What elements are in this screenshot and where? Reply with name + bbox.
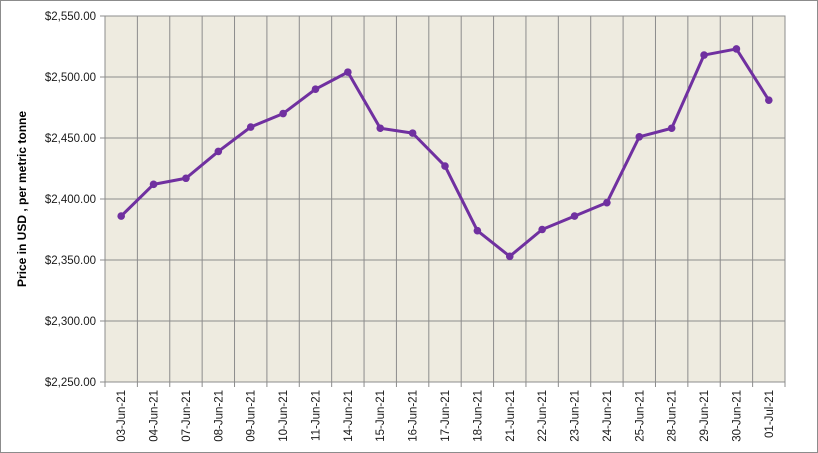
data-point	[149, 180, 158, 189]
x-tick-label: 22-Jun-21	[537, 390, 549, 442]
y-tick-label: $2,250.00	[45, 377, 96, 389]
x-tick-label: 29-Jun-21	[699, 390, 711, 442]
data-point	[441, 162, 449, 170]
data-point	[700, 51, 708, 59]
data-point	[117, 212, 125, 220]
series-markers	[117, 45, 773, 261]
x-tick-label: 01-Jul-21	[764, 390, 776, 438]
y-tick-label: $2,300.00	[45, 316, 96, 328]
x-tick-label: 03-Jun-21	[116, 390, 128, 442]
data-point	[732, 45, 741, 53]
data-point	[376, 124, 385, 133]
y-tick-label: $2,500.00	[45, 72, 96, 84]
data-point	[408, 129, 417, 137]
y-tick-label: $2,450.00	[45, 133, 96, 145]
y-axis-label: Price in USD , per metric tonne	[15, 111, 29, 287]
x-tick-label: 08-Jun-21	[213, 390, 225, 442]
x-tick-label: 21-Jun-21	[505, 390, 517, 442]
data-point	[765, 96, 773, 104]
x-tick-label: 23-Jun-21	[570, 390, 582, 442]
x-tick-label: 17-Jun-21	[440, 390, 452, 442]
x-tick-label: 30-Jun-21	[731, 390, 743, 442]
data-point	[635, 132, 644, 141]
x-axis: 03-Jun-21 04-Jun-21 07-Jun-21 08-Jun-21 09-J…	[116, 390, 776, 442]
y-tick-label: $2,550.00	[45, 11, 96, 23]
x-tick-label: 24-Jun-21	[602, 390, 614, 442]
x-tick-label: 07-Jun-21	[181, 390, 193, 442]
data-point	[667, 124, 676, 133]
y-tick-label: $2,400.00	[45, 194, 96, 206]
data-point	[603, 198, 611, 207]
x-tick-label: 18-Jun-21	[472, 390, 484, 442]
x-tick-label: 14-Jun-21	[343, 390, 355, 442]
data-point	[279, 109, 287, 118]
data-point	[505, 252, 514, 261]
y-axis: $2,250.00 $2,300.00 $2,350.00 $2,400.00 $2,4…	[45, 11, 96, 389]
grid-lines	[100, 15, 786, 387]
x-tick-label: 25-Jun-21	[634, 390, 646, 442]
data-point	[570, 212, 579, 220]
x-tick-label: 11-Jun-21	[310, 390, 322, 441]
data-point	[344, 68, 352, 76]
data-point	[182, 174, 190, 183]
x-tick-label: 16-Jun-21	[408, 390, 420, 442]
data-point	[538, 225, 546, 234]
data-point	[473, 226, 482, 235]
x-tick-label: 04-Jun-21	[149, 390, 161, 442]
data-point	[214, 147, 223, 156]
y-tick-label: $2,350.00	[45, 255, 96, 267]
data-point	[311, 85, 320, 93]
data-point	[246, 123, 255, 131]
x-tick-label: 15-Jun-21	[375, 390, 387, 442]
x-tick-label: 10-Jun-21	[278, 390, 290, 442]
x-tick-label: 09-Jun-21	[246, 390, 258, 442]
x-tick-label: 28-Jun-21	[667, 390, 679, 442]
